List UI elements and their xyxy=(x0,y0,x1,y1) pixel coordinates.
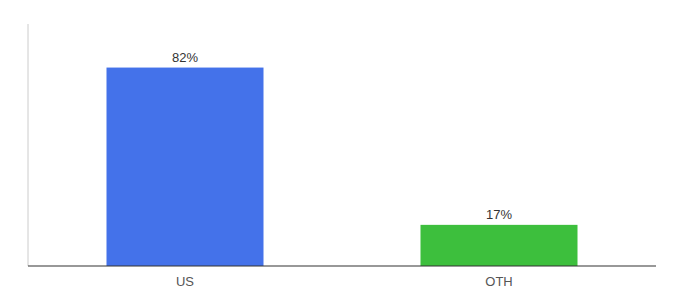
data-labels: 82% 17% xyxy=(172,50,512,222)
page: {"chart_data": {"type": "bar", "categori… xyxy=(0,0,680,300)
y-axis-line xyxy=(28,24,29,266)
x-tick-label: OTH xyxy=(485,274,512,289)
data-label: 82% xyxy=(172,50,198,65)
plot: US OTH 82% 17% xyxy=(28,24,656,289)
bar xyxy=(421,225,578,266)
chart-container: US OTH 82% 17% xyxy=(0,0,680,300)
x-tick-label: US xyxy=(176,274,194,289)
chart-svg: US OTH 82% 17% xyxy=(0,0,680,300)
bar xyxy=(107,68,264,266)
data-label: 17% xyxy=(486,207,512,222)
x-axis-line xyxy=(28,265,656,266)
bars xyxy=(107,68,578,266)
